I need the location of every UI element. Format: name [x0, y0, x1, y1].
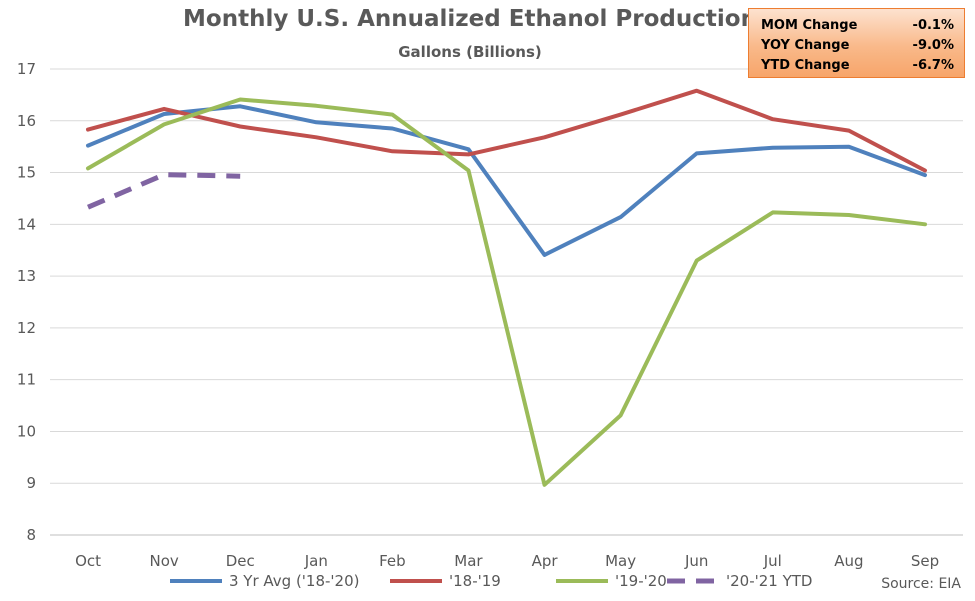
y-tick-label: 11 — [17, 371, 36, 389]
y-axis-ticks: 8 9 10 11 12 13 14 15 16 17 — [17, 60, 36, 544]
y-tick-label: 8 — [26, 526, 36, 544]
y-tick-label: 13 — [17, 267, 36, 285]
gridlines — [50, 68, 963, 484]
stat-value: -0.1% — [912, 18, 954, 33]
stat-row-mom: MOM Change -0.1% — [761, 18, 954, 38]
x-tick-label: Sep — [911, 552, 939, 570]
x-tick-label: Aug — [834, 552, 863, 570]
y-tick-label: 12 — [17, 319, 36, 337]
change-stats-box: MOM Change -0.1% YOY Change -9.0% YTD Ch… — [748, 8, 965, 78]
y-tick-label: 15 — [17, 164, 36, 182]
series-line-3 — [87, 172, 241, 210]
x-tick-label: Oct — [75, 552, 101, 570]
x-tick-label: Jan — [304, 552, 328, 570]
y-tick-label: 17 — [17, 60, 36, 78]
legend-label: '18-'19 — [449, 572, 501, 590]
stat-value: -6.7% — [912, 58, 954, 73]
x-tick-label: Jun — [684, 552, 708, 570]
stat-row-yoy: YOY Change -9.0% — [761, 38, 954, 58]
y-tick-label: 9 — [26, 474, 36, 492]
y-tick-label: 14 — [17, 215, 36, 233]
series-lines — [86, 88, 927, 487]
stat-label: YTD Change — [761, 58, 850, 73]
series-line-1 — [86, 88, 927, 173]
x-tick-label: Dec — [226, 552, 255, 570]
x-tick-label: Jul — [763, 552, 782, 570]
chart-title: Monthly U.S. Annualized Ethanol Producti… — [183, 6, 757, 32]
legend: 3 Yr Avg ('18-'20) '18-'19 '19-'20 '20-'21 … — [170, 572, 812, 590]
x-tick-label: Nov — [149, 552, 178, 570]
y-tick-label: 16 — [17, 112, 36, 130]
x-tick-label: Apr — [532, 552, 559, 570]
x-tick-label: Mar — [454, 552, 483, 570]
stat-label: MOM Change — [761, 18, 858, 33]
source-note: Source: EIA — [881, 576, 961, 592]
stat-label: YOY Change — [761, 38, 850, 53]
legend-label: '20-'21 YTD — [726, 572, 812, 590]
legend-label: '19-'20 — [615, 572, 667, 590]
x-axis-ticks: Oct Nov Dec Jan Feb Mar Apr May Jun Jul Aug Sep — [75, 552, 939, 570]
series-line-0 — [86, 104, 927, 257]
legend-label: 3 Yr Avg ('18-'20) — [229, 572, 360, 590]
x-tick-label: Feb — [379, 552, 406, 570]
stat-value: -9.0% — [912, 38, 954, 53]
chart-subtitle: Gallons (Billions) — [398, 43, 542, 61]
x-tick-label: May — [605, 552, 636, 570]
y-tick-label: 10 — [17, 422, 36, 440]
series-line-2 — [86, 97, 927, 487]
stat-row-ytd: YTD Change -6.7% — [761, 58, 954, 78]
